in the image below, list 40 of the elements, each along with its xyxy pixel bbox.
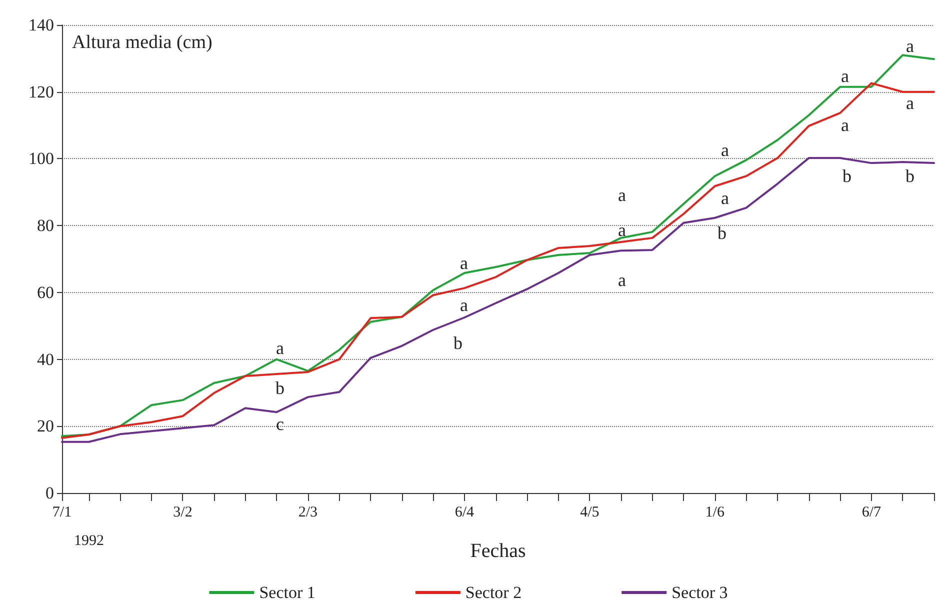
- x-tick-label: 4/5: [580, 504, 600, 520]
- legend-label: Sector 3: [672, 583, 728, 602]
- y-tick-label: 0: [46, 484, 54, 502]
- y-tick-label: 80: [37, 216, 54, 236]
- annotation: b: [454, 333, 462, 353]
- annotation: a: [841, 115, 849, 135]
- annotation: a: [906, 93, 914, 113]
- y-tick-label: 140: [28, 16, 54, 34]
- annotation: a: [618, 270, 626, 290]
- x-tick-label: 6/7: [862, 504, 882, 520]
- annotation: a: [460, 253, 468, 273]
- y-tick-label: 20: [37, 416, 54, 436]
- y-tick-label: 40: [37, 350, 54, 369]
- x-tick-label: 2/3: [298, 504, 318, 520]
- x-tick-label: 3/2: [173, 504, 192, 520]
- annotation: a: [618, 185, 626, 205]
- line-series: [61, 157, 935, 443]
- legend-label: Sector 1: [259, 583, 316, 602]
- text: 1992: [74, 533, 104, 549]
- x-tick-label: 6/4: [454, 504, 475, 520]
- annotation: b: [276, 378, 284, 398]
- annotation: a: [460, 295, 468, 315]
- annotation: a: [906, 36, 914, 56]
- x-tick-label: 1/6: [705, 504, 725, 520]
- annotation: a: [618, 220, 626, 240]
- y-tick-label: 120: [28, 82, 54, 102]
- y-tick-label: 100: [28, 149, 54, 168]
- y-tick-label: 60: [37, 282, 54, 302]
- annotation: c: [276, 414, 284, 434]
- annotation: a: [841, 66, 849, 86]
- x-axis-title: Fechas: [470, 540, 526, 562]
- annotation: b: [906, 166, 914, 186]
- annotation: a: [276, 338, 284, 358]
- x-tick-label: 7/1: [52, 504, 72, 520]
- annotation: b: [842, 166, 852, 186]
- y-axis-title: Altura media (cm): [72, 32, 212, 53]
- annotation: b: [718, 223, 726, 243]
- annotation: a: [721, 140, 729, 160]
- annotation: a: [721, 188, 729, 208]
- legend-label: Sector 2: [465, 583, 522, 602]
